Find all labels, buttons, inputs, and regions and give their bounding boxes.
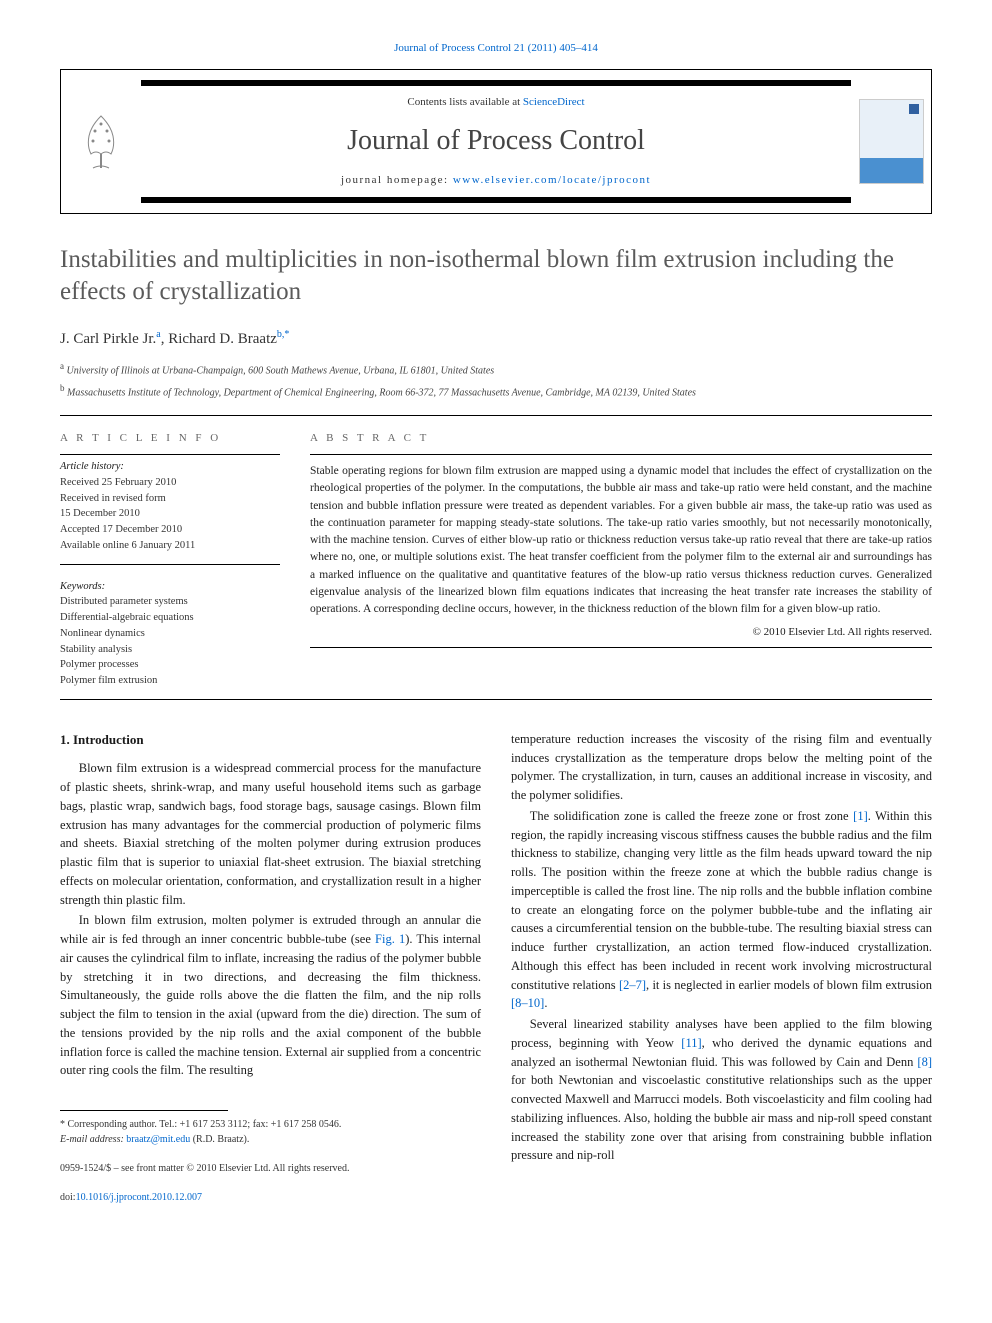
keyword: Polymer processes bbox=[60, 657, 280, 673]
doi-link[interactable]: 10.1016/j.jprocont.2010.12.007 bbox=[76, 1192, 202, 1203]
history-line: Available online 6 January 2011 bbox=[60, 538, 280, 554]
journal-banner: Contents lists available at ScienceDirec… bbox=[60, 69, 932, 214]
email-footnote: E-mail address: braatz@mit.edu (R.D. Bra… bbox=[60, 1132, 481, 1147]
citation-link[interactable]: [11] bbox=[681, 1036, 701, 1050]
affiliation-a: a University of Illinois at Urbana-Champ… bbox=[60, 360, 932, 378]
authors-line: J. Carl Pirkle Jr.a, Richard D. Braatzb,… bbox=[60, 327, 932, 351]
corresponding-author-footnote: * Corresponding author. Tel.: +1 617 253… bbox=[60, 1117, 481, 1132]
body-paragraph: In blown film extrusion, molten polymer … bbox=[60, 911, 481, 1080]
keyword: Stability analysis bbox=[60, 642, 280, 658]
doi-label: doi: bbox=[60, 1192, 76, 1203]
email-label: E-mail address: bbox=[60, 1134, 126, 1145]
keywords-label: Keywords: bbox=[60, 579, 280, 595]
keyword: Polymer film extrusion bbox=[60, 673, 280, 689]
author-2: Richard D. Braatzb,* bbox=[168, 331, 289, 347]
keyword: Distributed parameter systems bbox=[60, 594, 280, 610]
keyword: Nonlinear dynamics bbox=[60, 626, 280, 642]
citation-link[interactable]: [1] bbox=[853, 809, 868, 823]
contents-prefix: Contents lists available at bbox=[407, 96, 522, 108]
journal-name: Journal of Process Control bbox=[141, 120, 851, 162]
body-two-column: 1. Introduction Blown film extrusion is … bbox=[60, 730, 932, 1205]
doi-line: doi:10.1016/j.jprocont.2010.12.007 bbox=[60, 1190, 481, 1205]
info-divider bbox=[60, 564, 280, 565]
abstract-heading: A B S T R A C T bbox=[310, 430, 932, 447]
journal-cover-thumbnail bbox=[859, 99, 924, 184]
divider bbox=[60, 699, 932, 700]
banner-bottom-strip bbox=[141, 197, 851, 203]
info-divider bbox=[60, 454, 280, 455]
keyword: Differential-algebraic equations bbox=[60, 610, 280, 626]
sciencedirect-link[interactable]: ScienceDirect bbox=[523, 96, 585, 108]
body-paragraph: Several linearized stability analyses ha… bbox=[511, 1015, 932, 1165]
author-1: J. Carl Pirkle Jr.a bbox=[60, 331, 161, 347]
body-paragraph: Blown film extrusion is a widespread com… bbox=[60, 759, 481, 909]
journal-citation[interactable]: Journal of Process Control 21 (2011) 405… bbox=[60, 40, 932, 57]
homepage-prefix: journal homepage: bbox=[341, 174, 453, 186]
email-link[interactable]: braatz@mit.edu bbox=[126, 1134, 190, 1145]
figure-ref-link[interactable]: Fig. 1 bbox=[375, 932, 405, 946]
abstract-divider bbox=[310, 454, 932, 455]
homepage-line: journal homepage: www.elsevier.com/locat… bbox=[141, 172, 851, 189]
cover-thumbnail-container bbox=[851, 70, 931, 213]
history-label: Article history: bbox=[60, 459, 280, 475]
history-line: Received 25 February 2010 bbox=[60, 475, 280, 491]
citation-link[interactable]: [8–10] bbox=[511, 996, 544, 1010]
footnote-rule bbox=[60, 1110, 228, 1111]
body-paragraph: The solidification zone is called the fr… bbox=[511, 807, 932, 1013]
abstract-text: Stable operating regions for blown film … bbox=[310, 463, 932, 618]
keywords-block: Keywords: Distributed parameter systems … bbox=[60, 579, 280, 689]
article-title: Instabilities and multiplicities in non-… bbox=[60, 244, 932, 309]
divider bbox=[60, 415, 932, 416]
citation-link[interactable]: [2–7] bbox=[619, 978, 646, 992]
elsevier-tree-icon bbox=[71, 106, 131, 176]
abstract-column: A B S T R A C T Stable operating regions… bbox=[310, 430, 932, 689]
citation-link[interactable]: [8] bbox=[917, 1055, 932, 1069]
history-line: Accepted 17 December 2010 bbox=[60, 522, 280, 538]
issn-line: 0959-1524/$ – see front matter © 2010 El… bbox=[60, 1161, 481, 1176]
journal-citation-text: Journal of Process Control 21 (2011) 405… bbox=[394, 42, 598, 54]
abstract-copyright: © 2010 Elsevier Ltd. All rights reserved… bbox=[310, 624, 932, 641]
publisher-logo bbox=[61, 70, 141, 213]
info-abstract-row: A R T I C L E I N F O Article history: R… bbox=[60, 430, 932, 689]
left-column-footer: * Corresponding author. Tel.: +1 617 253… bbox=[60, 1110, 481, 1205]
contents-line: Contents lists available at ScienceDirec… bbox=[141, 94, 851, 111]
article-info-column: A R T I C L E I N F O Article history: R… bbox=[60, 430, 280, 689]
article-info-heading: A R T I C L E I N F O bbox=[60, 430, 280, 447]
history-line: Received in revised form bbox=[60, 491, 280, 507]
body-paragraph: temperature reduction increases the visc… bbox=[511, 730, 932, 805]
homepage-link[interactable]: www.elsevier.com/locate/jprocont bbox=[453, 174, 651, 186]
history-line: 15 December 2010 bbox=[60, 506, 280, 522]
affiliation-b: b Massachusetts Institute of Technology,… bbox=[60, 382, 932, 400]
banner-center: Contents lists available at ScienceDirec… bbox=[141, 70, 851, 213]
section-1-heading: 1. Introduction bbox=[60, 730, 481, 750]
abstract-bottom-divider bbox=[310, 647, 932, 648]
